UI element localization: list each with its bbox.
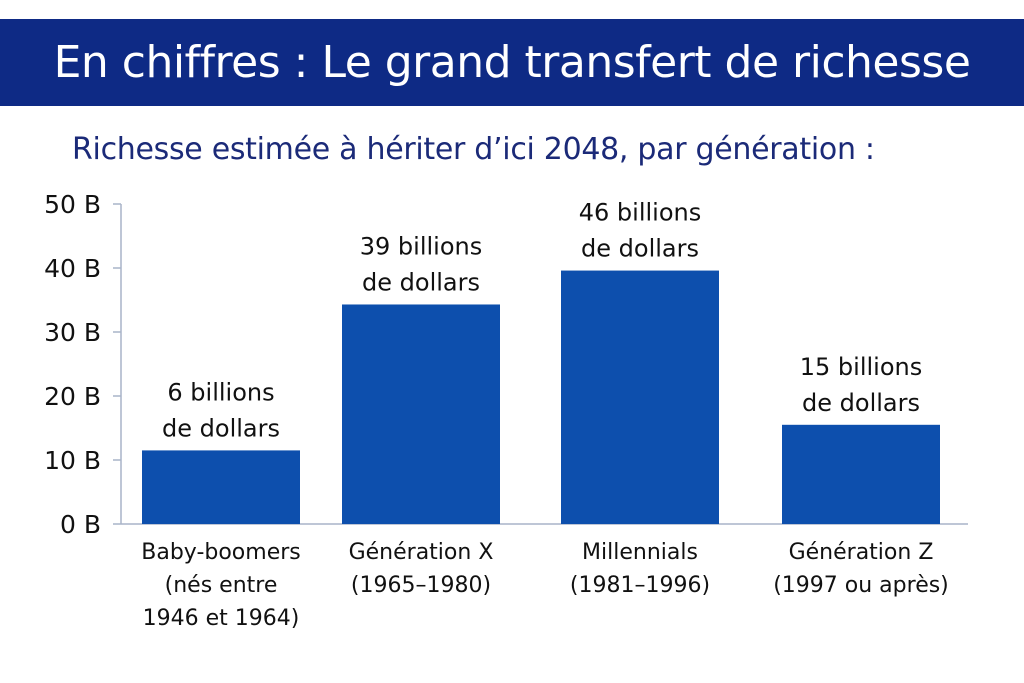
data-label: 39 billions	[360, 232, 482, 260]
x-category-label: 1946 et 1964)	[143, 606, 300, 631]
y-tick-label: 0 B	[60, 510, 101, 539]
data-label: de dollars	[802, 389, 920, 417]
y-tick-label: 50 B	[44, 190, 101, 219]
data-label: 46 billions	[579, 199, 701, 227]
x-category-label: Génération Z	[789, 540, 934, 565]
bar	[342, 304, 500, 524]
bar	[782, 424, 940, 524]
bar	[561, 270, 719, 524]
y-tick-label: 30 B	[44, 318, 101, 347]
data-label: de dollars	[362, 268, 480, 296]
x-category-label: (1997 ou après)	[773, 573, 949, 598]
y-tick-label: 10 B	[44, 446, 101, 475]
y-tick-label: 20 B	[44, 382, 101, 411]
data-label: 15 billions	[800, 353, 922, 381]
x-category-label: Baby-boomers	[141, 540, 300, 565]
data-label: de dollars	[581, 235, 699, 263]
bar	[142, 450, 300, 524]
x-category-label: Millennials	[582, 540, 698, 565]
data-label: de dollars	[162, 414, 280, 442]
x-category-label: (1981–1996)	[570, 573, 710, 598]
x-category-label: Génération X	[349, 540, 494, 565]
title-banner: En chiffres : Le grand transfert de rich…	[0, 19, 1024, 106]
x-category-label: (1965–1980)	[351, 573, 491, 598]
y-tick-label: 40 B	[44, 254, 101, 283]
data-label: 6 billions	[167, 378, 274, 406]
chart-title: Richesse estimée à hériter d’ici 2048, p…	[72, 132, 875, 167]
x-category-label: (nés entre	[165, 573, 278, 598]
page-title: En chiffres : Le grand transfert de rich…	[53, 37, 971, 88]
